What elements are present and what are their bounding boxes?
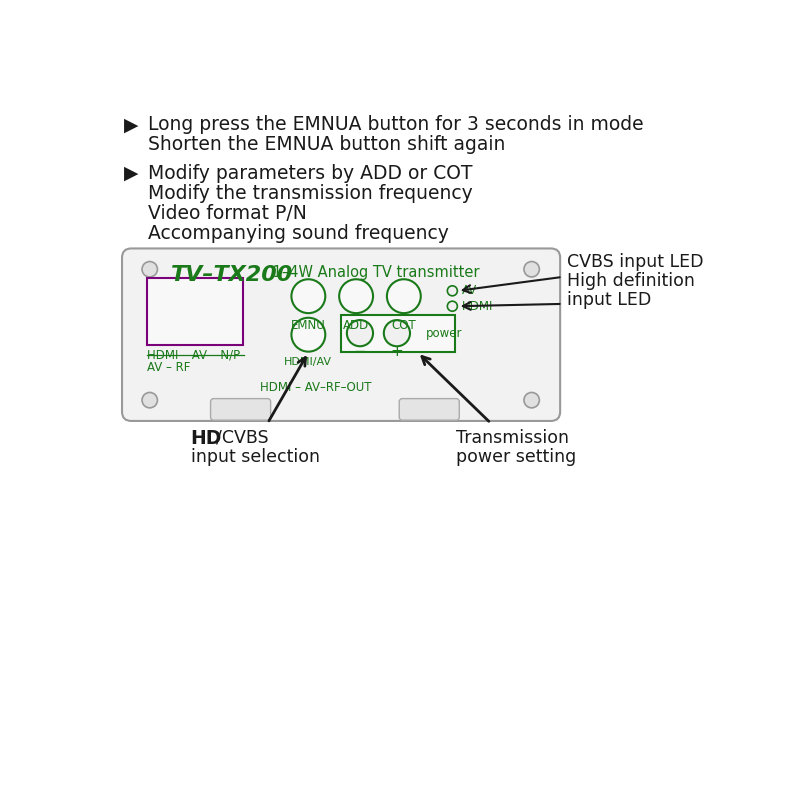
Circle shape (291, 318, 326, 352)
Text: HD: HD (190, 429, 222, 448)
Text: 1–4W Analog TV transmitter: 1–4W Analog TV transmitter (267, 266, 479, 280)
Text: ADD: ADD (343, 318, 370, 331)
Text: EMNU: EMNU (291, 318, 326, 331)
Text: TV–TX200: TV–TX200 (171, 266, 294, 286)
Text: High definition: High definition (567, 272, 695, 290)
Bar (146, 278, 243, 346)
Circle shape (447, 302, 458, 311)
Text: AV: AV (462, 284, 477, 298)
Circle shape (142, 262, 158, 277)
Text: input LED: input LED (567, 290, 651, 309)
Text: HDMI – AV–RF–OUT: HDMI – AV–RF–OUT (260, 381, 371, 394)
Circle shape (347, 320, 373, 346)
Text: HDMI∕AV: HDMI∕AV (284, 357, 332, 367)
Circle shape (524, 262, 539, 277)
Text: ▶: ▶ (123, 115, 138, 134)
Text: power: power (426, 326, 462, 340)
Circle shape (524, 393, 539, 408)
Text: Accompanying sound frequency: Accompanying sound frequency (148, 224, 449, 243)
Text: ▶: ▶ (123, 164, 138, 182)
FancyBboxPatch shape (399, 398, 459, 420)
Circle shape (339, 279, 373, 313)
Text: Transmission: Transmission (456, 429, 570, 446)
Text: Modify the transmission frequency: Modify the transmission frequency (148, 184, 473, 202)
Bar (341, 314, 454, 352)
Text: AV – RF: AV – RF (146, 361, 190, 374)
Text: −: − (354, 344, 366, 359)
Circle shape (447, 286, 458, 296)
Circle shape (291, 279, 326, 313)
Circle shape (387, 279, 421, 313)
Circle shape (384, 320, 410, 346)
Text: Modify parameters by ADD or COT: Modify parameters by ADD or COT (148, 164, 473, 182)
Text: input selection: input selection (190, 448, 319, 466)
Text: power setting: power setting (456, 448, 577, 466)
Text: Long press the EMNUA button for 3 seconds in mode: Long press the EMNUA button for 3 second… (148, 115, 644, 134)
Text: COT: COT (391, 318, 416, 331)
FancyBboxPatch shape (122, 249, 560, 421)
FancyBboxPatch shape (210, 398, 270, 420)
Text: Shorten the EMNUA button shift again: Shorten the EMNUA button shift again (148, 135, 506, 154)
Text: +: + (390, 344, 403, 359)
Text: CVBS input LED: CVBS input LED (567, 253, 703, 270)
Text: /CVBS: /CVBS (216, 429, 269, 446)
Text: HDMI – AV – N/P: HDMI – AV – N/P (146, 349, 240, 362)
Circle shape (142, 393, 158, 408)
Text: HDMI: HDMI (462, 300, 493, 313)
Text: Video format P/N: Video format P/N (148, 204, 307, 223)
